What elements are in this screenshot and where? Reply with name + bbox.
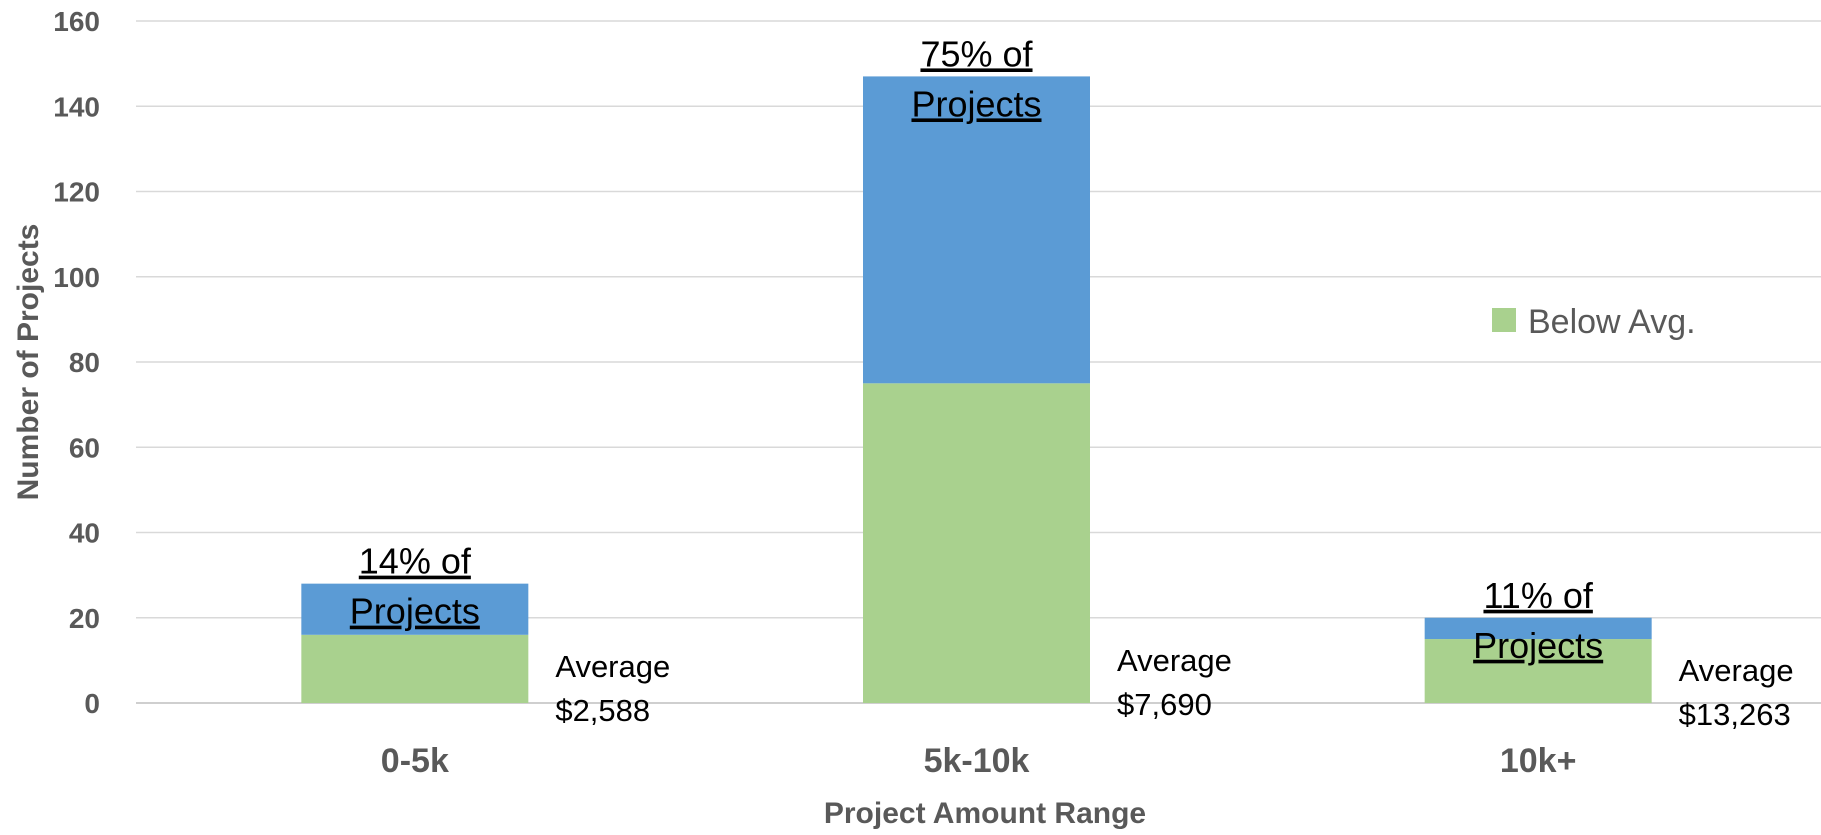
share-label-5k-10k-line-0: 75% of: [920, 33, 1033, 74]
share-label-10k+-line-1: Projects: [1473, 625, 1603, 666]
y-tick-label-60: 60: [69, 432, 100, 463]
average-label-0-5k-line-1: $2,588: [555, 693, 650, 728]
y-tick-label-40: 40: [69, 518, 100, 549]
x-tick-label-10k+: 10k+: [1500, 742, 1577, 780]
share-label-10k+-line-0: 11% of: [1483, 575, 1593, 616]
bar-10k+-series-0: [1424, 639, 1652, 703]
average-label-10k+-line-1: $13,263: [1679, 697, 1791, 732]
x-tick-label-5k-10k: 5k-10k: [924, 742, 1030, 780]
labels: 0 20 40 60 80 100 120 140 160 0-5k 14% of Projects A…: [53, 6, 1793, 780]
y-tick-label-160: 160: [53, 6, 100, 37]
average-label-5k-10k-line-0: Average: [1117, 643, 1232, 678]
bar-5k-10k-series-0: [863, 383, 1090, 703]
y-tick-label-120: 120: [53, 177, 100, 208]
legend: Below Avg.: [1492, 303, 1696, 341]
x-axis-title: Project Amount Range: [824, 797, 1146, 830]
share-label-0-5k-line-0: 14% of: [359, 541, 472, 582]
average-label-10k+-line-0: Average: [1679, 653, 1794, 688]
y-tick-label-140: 140: [53, 91, 100, 122]
y-tick-label-80: 80: [69, 347, 100, 378]
share-label-0-5k-line-1: Projects: [350, 591, 480, 632]
legend-swatch-below-avg: [1492, 308, 1516, 332]
average-label-5k-10k-line-1: $7,690: [1117, 687, 1212, 722]
bar-0-5k-series-1: [301, 583, 529, 635]
y-tick-label-100: 100: [53, 262, 100, 293]
legend-label-below-avg: Below Avg.: [1528, 303, 1696, 341]
bar-5k-10k-series-1: [863, 76, 1090, 384]
bar-0-5k-series-0: [301, 634, 529, 703]
average-label-0-5k-line-0: Average: [555, 649, 670, 684]
y-axis-title: Number of Projects: [12, 224, 45, 501]
y-tick-label-0: 0: [84, 688, 100, 719]
share-label-5k-10k-line-1: Projects: [911, 83, 1041, 124]
bar-10k+-series-1: [1424, 617, 1652, 640]
y-tick-label-20: 20: [69, 603, 100, 634]
x-tick-label-0-5k: 0-5k: [381, 742, 449, 780]
bars: [301, 76, 1652, 703]
